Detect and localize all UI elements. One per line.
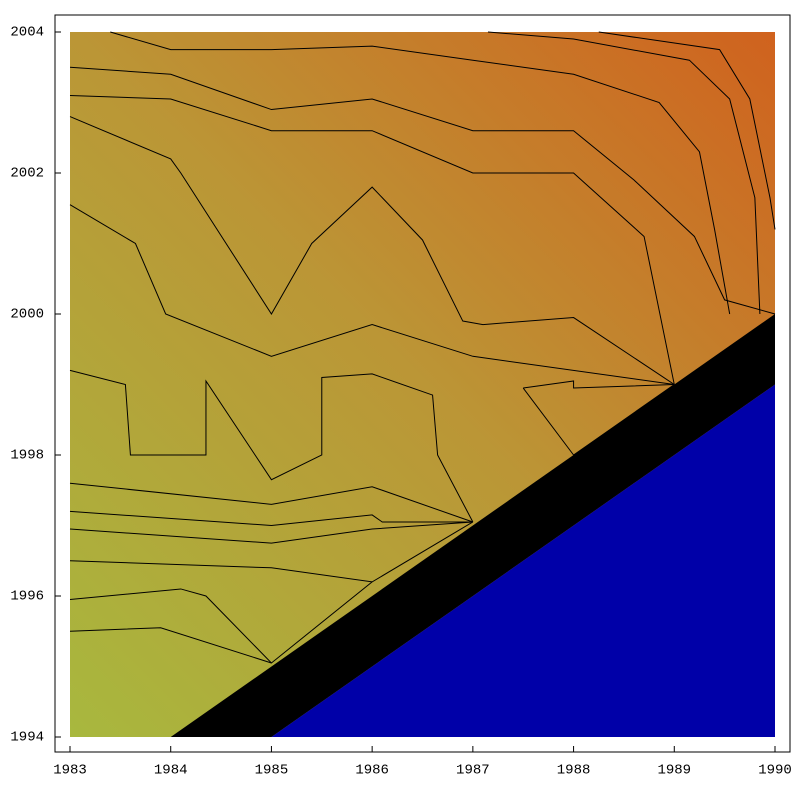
y-tick-label: 2002 xyxy=(10,166,44,182)
contour-line xyxy=(598,31,776,230)
contour-line xyxy=(110,31,731,315)
x-tick-label: 1989 xyxy=(657,763,691,779)
contour-line xyxy=(69,510,473,527)
contour-line xyxy=(69,369,474,523)
contour-line xyxy=(69,66,776,315)
x-tick-label: 1987 xyxy=(456,763,490,779)
contour-line xyxy=(69,627,272,664)
contour-line xyxy=(69,116,675,385)
region xyxy=(271,384,775,737)
contour-line xyxy=(69,204,675,385)
contour-line xyxy=(69,521,473,544)
contour-line xyxy=(522,384,675,456)
x-tick-label: 1985 xyxy=(255,763,289,779)
y-tick-label: 1996 xyxy=(10,589,44,605)
contour-line xyxy=(523,380,675,389)
x-tick-label: 1984 xyxy=(154,763,188,779)
contour-line xyxy=(487,31,761,315)
x-tick-label: 1983 xyxy=(53,763,87,779)
contour-line xyxy=(69,94,675,385)
y-tick-label: 1998 xyxy=(10,448,44,464)
x-tick-label: 1988 xyxy=(557,763,591,779)
contour-line xyxy=(69,482,474,523)
y-tick-label: 2004 xyxy=(10,25,44,41)
y-tick-label: 1994 xyxy=(10,730,44,746)
y-tick-label: 2000 xyxy=(10,307,44,323)
x-tick-label: 1990 xyxy=(758,763,792,779)
contour-line xyxy=(69,581,373,664)
x-tick-label: 1986 xyxy=(355,763,389,779)
frame xyxy=(54,14,791,753)
contour-line xyxy=(69,521,474,583)
